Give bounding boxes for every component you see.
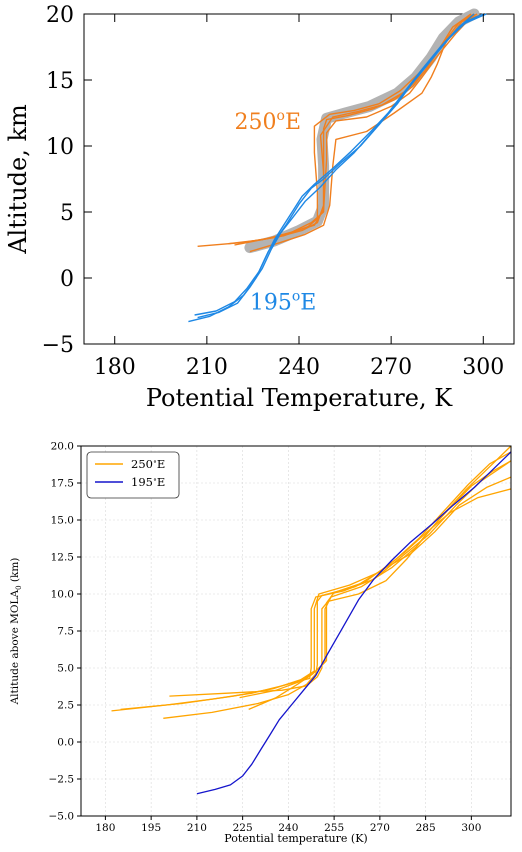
legend-label-suffix: E [157,475,165,489]
bottom-x-tick-label: 240 [278,822,298,834]
top-y-tick-label: 5 [60,201,74,226]
legend-label-degree: ∘ [153,475,157,484]
top-x-axis-label: Potential Temperature, K [146,384,453,412]
bottom-series-line-4 [248,451,511,710]
bottom-grid [81,445,511,817]
top-annotation-0: 250oE [235,108,302,135]
legend-label-degree: ∘ [153,457,157,466]
top-x-tick-label: 270 [370,355,412,380]
bottom-series-line-2 [163,476,511,719]
bottom-x-axis-label: Potential temperature (K) [224,832,367,845]
bottom-y-tick-label: 5.0 [57,663,74,675]
bottom-y-tick-label: 20.0 [51,441,74,453]
bottom-y-tick-label: 15.0 [51,515,74,527]
bottom-x-tick-label: 225 [233,822,253,834]
bottom-x-tick-label: 180 [95,822,115,834]
bottom-chart: 180 195 210 225 240 255 270 285 300 −5.0 −2.5 0.0 2.… [9,441,512,845]
bottom-y-axis-label-unit: (km) [9,558,21,586]
top-x-tick-label: 300 [462,355,504,380]
bottom-series-line-3 [169,460,511,697]
annotation-suffix: E [285,110,301,135]
bottom-y-tick-label: 0.0 [57,737,74,749]
bottom-y-axis-label-subscript: 0 [15,585,23,589]
top-series-line-3 [249,13,484,253]
top-series-line-6 [194,13,484,316]
bottom-series-line-6 [196,451,511,795]
top-series-line-2 [234,13,475,246]
bottom-series-line-5 [239,446,511,699]
top-x-tick-label: 210 [186,355,228,380]
bottom-y-axis-label-main: Altitude above MOLA [9,590,21,706]
bottom-axis-ticks: 180 195 210 225 240 255 270 285 300 −5.0 −2.5 0.0 2.… [49,441,482,835]
top-x-tick-label: 240 [278,355,320,380]
bottom-series-line-1 [120,488,511,711]
bottom-x-tick-label: 195 [141,822,161,834]
legend-label-base: 195 [131,475,153,489]
bottom-x-tick-label: 210 [187,822,207,834]
legend-label-0: 250∘E [131,457,165,471]
legend-label-base: 250 [131,457,153,471]
top-y-axis-label: Altitude, km [4,104,32,255]
top-x-tick-label: 180 [94,355,136,380]
top-y-tick-label: 15 [46,69,74,94]
top-series-line-7 [197,13,487,319]
bottom-y-axis-label: Altitude above MOLA0 (km) [9,558,23,706]
top-y-tick-label: −5 [42,333,74,358]
bottom-x-tick-label: 285 [416,822,436,834]
top-y-tick-label: 0 [60,267,74,292]
bottom-y-tick-label: 7.5 [57,626,74,638]
annotation-suffix: E [300,291,316,316]
bottom-y-tick-label: 12.5 [51,552,74,564]
bottom-series-group [111,446,511,795]
annotation-base: 195 [250,291,292,316]
annotation-base: 250 [235,110,277,135]
bottom-x-tick-label: 270 [370,822,390,834]
annotation-degree: o [277,108,285,124]
bottom-y-tick-label: −2.5 [49,774,75,786]
top-annotation-1: 195oE [250,289,317,316]
top-y-tick-label: 20 [46,3,74,28]
bottom-y-tick-label: 2.5 [57,700,74,712]
legend-label-1: 195∘E [131,475,165,489]
bottom-x-tick-label: 300 [461,822,481,834]
bottom-x-tick-label: 255 [324,822,344,834]
bottom-y-tick-label: 10.0 [51,589,74,601]
top-series-group [188,13,487,323]
annotation-degree: o [292,289,300,305]
top-y-tick-label: 10 [46,135,74,160]
legend-label-suffix: E [157,457,165,471]
bottom-y-tick-label: −5.0 [49,811,75,823]
top-axis-ticks: 180 210 240 270 300 −5 0 5 10 15 20 [42,3,514,380]
bottom-y-tick-label: 17.5 [51,478,74,490]
